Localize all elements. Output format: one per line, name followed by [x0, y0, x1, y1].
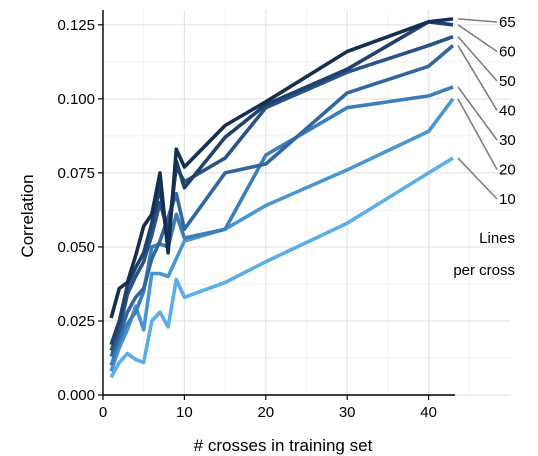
legend-leader-65 [457, 18, 498, 23]
x-tick-label: 40 [420, 404, 437, 421]
legend-leader-60 [457, 24, 498, 53]
series-lines [109, 17, 455, 379]
x-tick-label: 10 [176, 404, 193, 421]
legend-label-20: 20 [499, 162, 516, 179]
legend-title-line-2: per cross [453, 262, 515, 279]
x-tick-label: 30 [339, 404, 356, 421]
series-line-30 [109, 85, 454, 366]
legend-title-line-1: Lines [479, 230, 515, 247]
legend-label-50: 50 [499, 73, 516, 90]
y-axis-title: Correlation [18, 174, 37, 257]
legend-label-60: 60 [499, 44, 516, 61]
y-tick-label: 0.050 [57, 239, 95, 256]
tick-labels: 0 10 20 30 40 0.000 0.025 0.050 0.075 0.100 0.125 [57, 17, 436, 421]
legend-label-10: 10 [499, 191, 516, 208]
axes [102, 10, 456, 396]
series-line-65 [109, 17, 454, 319]
legend: 10 20 30 40 50 60 65 [457, 14, 516, 208]
x-axis-title: # crosses in training set [194, 436, 373, 455]
legend-leader-10 [457, 157, 498, 200]
legend-leader-20 [457, 98, 498, 170]
legend-leader-40 [457, 45, 498, 111]
legend-label-30: 30 [499, 132, 516, 149]
y-tick-label: 0.000 [57, 387, 95, 404]
y-tick-label: 0.075 [57, 165, 95, 182]
y-tick-label: 0.125 [57, 17, 95, 34]
x-tick-label: 20 [257, 404, 274, 421]
series-line-40 [109, 44, 455, 358]
y-tick-label: 0.100 [57, 91, 95, 108]
legend-leader-50 [457, 36, 498, 82]
legend-label-65: 65 [499, 14, 516, 31]
legend-label-40: 40 [499, 103, 516, 120]
x-tick-label: 0 [99, 404, 107, 421]
series-line-10 [109, 156, 454, 379]
y-tick-label: 0.025 [57, 313, 95, 330]
legend-leader-30 [457, 86, 498, 141]
